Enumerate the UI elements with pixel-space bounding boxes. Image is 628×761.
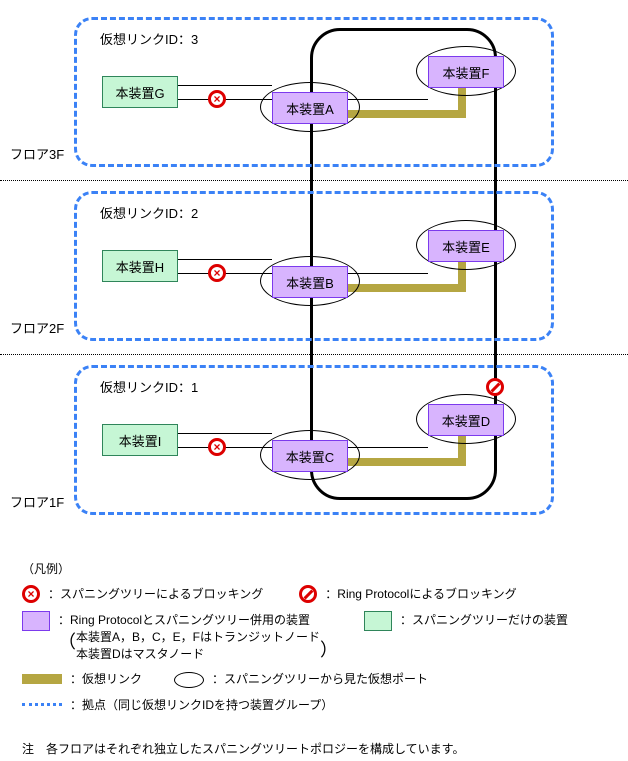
device-a: 本装置A [272, 92, 348, 124]
legend-title: （凡例） [22, 560, 70, 577]
floor-label: フロア2F [10, 318, 64, 337]
virtual-link [348, 284, 466, 292]
virtual-link [348, 110, 466, 118]
floor-separator [0, 354, 628, 355]
ring-block-icon [299, 585, 317, 603]
device-e: 本装置E [428, 230, 504, 262]
stp-block-icon: × [208, 438, 226, 456]
legend-site: ：拠点（同じ仮想リンクIDを持つ装置グループ） [70, 696, 333, 713]
swatch-ellipse [174, 672, 204, 688]
connector-line [178, 259, 272, 260]
virtual-link-id-label: 仮想リンクID：2 [100, 203, 198, 222]
swatch-purple [22, 611, 50, 631]
legend-purple-sub2: 本装置Dはマスタノード [76, 645, 320, 662]
device-i: 本装置I [102, 424, 178, 456]
floor-label: フロア1F [10, 492, 64, 511]
swatch-site [22, 703, 62, 706]
ring-block-icon [486, 378, 504, 396]
floor-label: フロア3F [10, 144, 64, 163]
virtual-link-id-label: 仮想リンクID：1 [100, 377, 198, 396]
stp-block-icon: × [22, 585, 40, 603]
stp-block-icon: × [208, 264, 226, 282]
connector-line [348, 273, 428, 274]
virtual-link [348, 458, 466, 466]
connector-line [178, 433, 272, 434]
footnote: 注 各フロアはそれぞれ独立したスパニングツリートポロジーを構成しています。 [22, 740, 464, 757]
legend-stp-block: ：スパニングツリーによるブロッキング [48, 585, 263, 602]
legend-ring-block: ：Ring Protocolによるブロッキング [325, 585, 516, 602]
diagram-canvas: 仮想リンクID：3 フロア3F 仮想リンクID：2 フロア2F 仮想リンクID：1 フロア… [0, 0, 628, 761]
device-h: 本装置H [102, 250, 178, 282]
swatch-green [364, 611, 392, 631]
legend-purple: ：Ring Protocolとスパニングツリー併用の装置 [58, 611, 338, 628]
connector-line [348, 447, 428, 448]
device-g: 本装置G [102, 76, 178, 108]
device-b: 本装置B [272, 266, 348, 298]
device-c: 本装置C [272, 440, 348, 472]
swatch-vlink [22, 674, 62, 684]
floor-separator [0, 180, 628, 181]
legend-purple-sub1: 本装置A，B，C，E，Fはトランジットノード [76, 628, 320, 645]
legend-green: ：スパニングツリーだけの装置 [400, 611, 568, 628]
connector-line [178, 85, 272, 86]
virtual-link-id-label: 仮想リンクID：3 [100, 29, 198, 48]
device-f: 本装置F [428, 56, 504, 88]
stp-block-icon: × [208, 90, 226, 108]
legend-vport: ：スパニングツリーから見た仮想ポート [212, 670, 428, 687]
legend: （凡例） × ：スパニングツリーによるブロッキング ：Ring Protocol… [22, 560, 612, 721]
legend-vlink: ：仮想リンク [70, 670, 142, 687]
device-d: 本装置D [428, 404, 504, 436]
connector-line [348, 99, 428, 100]
